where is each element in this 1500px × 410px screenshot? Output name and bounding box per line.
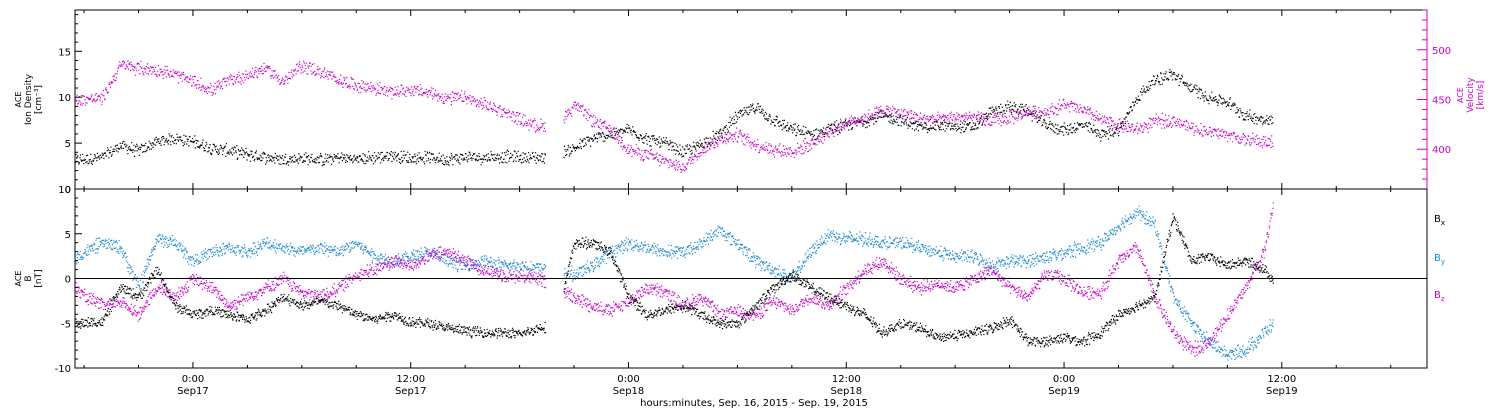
y-tick-label-left: 5: [65, 230, 71, 241]
y-tick-label-left: -5: [61, 319, 71, 330]
x-tick-label-day: Sep17: [177, 386, 209, 397]
velocity-axis-title: ACE Velocity [km/s]: [1456, 77, 1486, 113]
x-axis-caption: hours:minutes, Sep. 16, 2015 - Sep. 19, …: [640, 398, 868, 409]
x-tick-label-day: Sep19: [1266, 386, 1298, 397]
y-tick-label-left: 10: [58, 93, 71, 104]
data-series: [75, 60, 1274, 361]
series-points: [75, 205, 1274, 361]
density-axis-title-line: ACE: [14, 92, 23, 108]
series-points: [75, 60, 1274, 173]
b-axis-title-line: ACE: [14, 271, 23, 287]
series-bz: [75, 202, 1274, 357]
y-tick-label-left: 0: [65, 275, 71, 286]
velocity-axis-title-line: [km/s]: [1476, 81, 1486, 110]
legend-by: By: [1434, 253, 1445, 266]
x-tick-label-time: 0:00: [1053, 374, 1075, 385]
velocity-axis-title-line: Velocity: [1466, 77, 1476, 113]
x-tick-label-day: Sep18: [613, 386, 645, 397]
x-tick-label-time: 12:00: [1267, 374, 1296, 385]
y-tick-label-left: 5: [65, 139, 71, 150]
legend-bz: Bz: [1434, 290, 1445, 303]
series-bx: [75, 213, 1274, 348]
y-tick-label-left: 15: [58, 47, 71, 58]
x-tick-label-time: 0:00: [182, 374, 204, 385]
x-tick-label-time: 0:00: [617, 374, 639, 385]
y-tick-label-right: 450: [1432, 96, 1451, 107]
density-axis-title-line: Ion Density: [24, 73, 34, 125]
y-tick-label-right: 500: [1432, 46, 1451, 57]
series-ion-density: [75, 69, 1274, 167]
y-tick-label-right: 400: [1432, 145, 1451, 156]
series-points: [75, 213, 1274, 348]
series-points: [75, 69, 1274, 167]
x-tick-label-day: Sep19: [1048, 386, 1080, 397]
x-tick-label-day: Sep17: [395, 386, 427, 397]
b-axis-title-line: B: [24, 275, 34, 281]
velocity-axis-title-line: ACE: [1456, 87, 1465, 103]
b-axis-title-line: [nT]: [34, 269, 44, 287]
density-axis-title: ACE Ion Density [cm⁻³]: [14, 73, 44, 125]
plot-frames: [74, 9, 1428, 369]
y-tick-label-left: 0: [65, 185, 71, 196]
x-tick-label-time: 12:00: [832, 374, 861, 385]
y-tick-label-left: 10: [58, 185, 71, 196]
x-tick-label-day: Sep18: [830, 386, 862, 397]
y-tick-label-left: -10: [55, 364, 71, 375]
series-by: [75, 205, 1274, 361]
legend-bx: Bx: [1434, 214, 1445, 227]
series-velocity: [75, 60, 1274, 173]
b-axis-title: ACE B [nT]: [14, 269, 44, 287]
series-points: [75, 202, 1274, 357]
x-tick-label-time: 12:00: [396, 374, 425, 385]
density-axis-title-line: [cm⁻³]: [34, 85, 44, 114]
